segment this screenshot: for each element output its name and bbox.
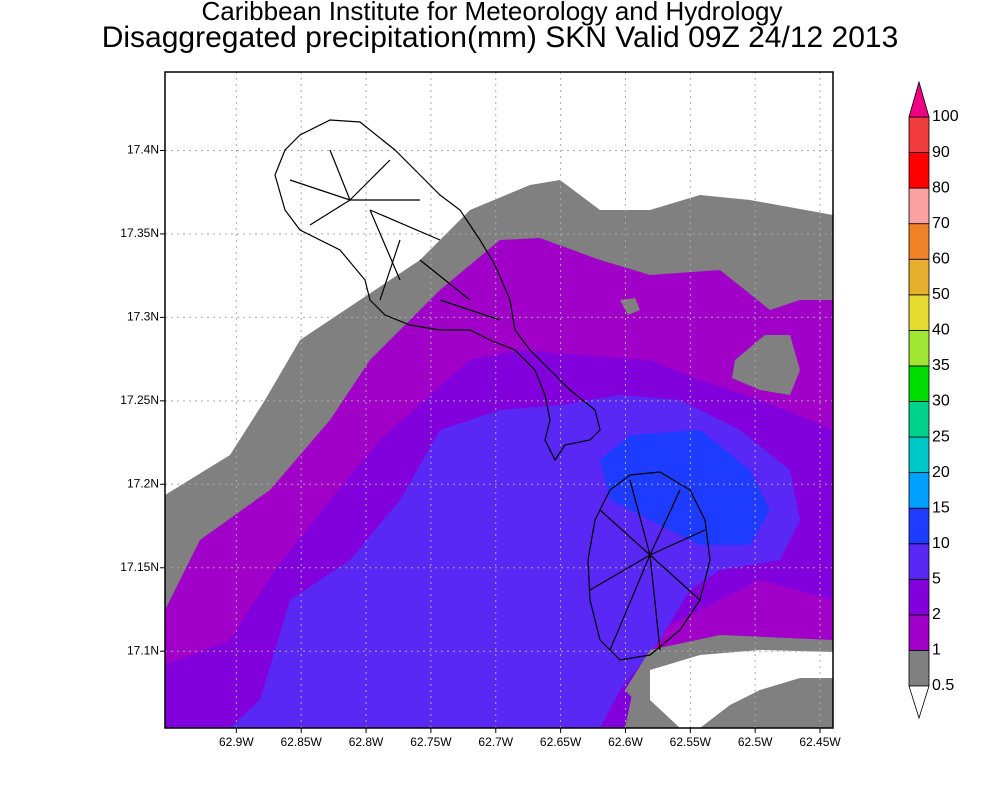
colorbar-label: 40 [932, 322, 950, 339]
colorbar-label: 30 [932, 393, 950, 410]
colorbar-label: 60 [932, 250, 950, 267]
y-tick-label: 17.1N [127, 643, 159, 657]
shading [165, 72, 833, 728]
colorbar-segment [908, 329, 930, 367]
x-tick-label: 62.9W [219, 735, 254, 749]
colorbar-segment [908, 401, 930, 438]
colorbar-label: 90 [932, 144, 950, 161]
colorbar-segment [908, 294, 930, 331]
y-tick-label: 17.4N [127, 143, 159, 157]
subtitle: Disaggregated precipitation(mm) SKN Vali… [102, 21, 899, 54]
map-frame [164, 71, 834, 729]
colorbar-segment [908, 116, 930, 153]
y-tick-label: 17.25N [120, 393, 159, 407]
y-tick-label: 17.15N [120, 560, 159, 574]
x-tick-label: 62.85W [281, 735, 323, 749]
islands [274, 119, 711, 661]
island-st-kitts-drainage [289, 149, 501, 321]
grid [165, 72, 833, 728]
y-tick-label: 17.3N [127, 310, 159, 324]
colorbar-label: 10 [932, 535, 950, 552]
x-tick-label: 62.45W [799, 735, 841, 749]
colorbar-label: 25 [932, 428, 950, 445]
shade-white-south [650, 650, 833, 728]
colorbar-label: 70 [932, 215, 950, 232]
x-tick-label: 62.55W [670, 735, 712, 749]
colorbar-segment [908, 223, 930, 260]
island-st-kitts [274, 119, 601, 462]
colorbar-segment [908, 614, 930, 651]
island-nevis-drainage [589, 479, 706, 651]
x-tick-label: 62.75W [410, 735, 452, 749]
y-tick-label: 17.35N [120, 226, 159, 240]
colorbar-label: 5 [932, 571, 941, 588]
colorbar-segment [908, 578, 930, 616]
x-tick-label: 62.65W [540, 735, 582, 749]
x-tick-label: 62.8W [349, 735, 384, 749]
colorbar-label: 1 [932, 642, 941, 659]
shade-gray-hole [620, 298, 800, 395]
colorbar-segment [908, 187, 930, 225]
colorbar-label: 20 [932, 464, 950, 481]
colorbar-segment [908, 436, 930, 474]
colorbar-label: 80 [932, 179, 950, 196]
colorbar-segment [908, 543, 930, 580]
y-tick-label: 17.2N [127, 476, 159, 490]
colorbar-label: 0.5 [932, 677, 954, 694]
colorbar-segment [908, 507, 930, 545]
x-tick-label: 62.6W [608, 735, 643, 749]
colorbar-under [908, 685, 930, 720]
title: Caribbean Institute for Meteorology and … [202, 0, 783, 26]
x-tick-label: 62.7W [478, 735, 513, 749]
colorbar-segment [908, 365, 930, 402]
colorbar-label: 100 [932, 108, 959, 125]
colorbar-segment [908, 152, 930, 189]
colorbar-segment [908, 650, 930, 687]
colorbar-label: 15 [932, 499, 950, 516]
colorbar-label: 50 [932, 286, 950, 303]
x-tick-label: 62.5W [738, 735, 773, 749]
colorbar-over [908, 80, 930, 118]
colorbar-label: 35 [932, 357, 950, 374]
colorbar-label: 2 [932, 606, 941, 623]
colorbar-segment [908, 472, 930, 509]
colorbar-segment [908, 258, 930, 296]
